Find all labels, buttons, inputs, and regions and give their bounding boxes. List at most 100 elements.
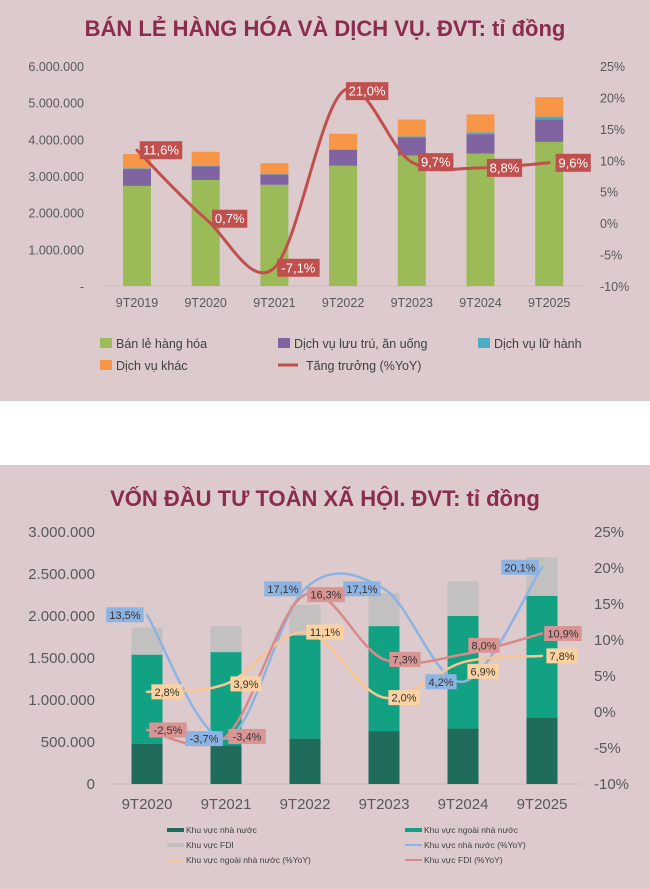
y-tick-label: 3.000.000 (28, 170, 84, 184)
y2-tick-label: 5% (594, 668, 616, 685)
data-label: 9,7% (421, 155, 451, 170)
bar-segment (368, 626, 400, 732)
legend-swatch (405, 828, 422, 832)
x-tick-label: 9T2020 (184, 296, 226, 310)
data-label: 2,0% (391, 693, 416, 705)
legend-swatch (167, 843, 184, 847)
data-label: 2,8% (154, 687, 179, 699)
x-tick-label: 9T2024 (459, 296, 501, 310)
bar-segment (447, 728, 479, 784)
legend-label: Khu vực nhà nước (186, 825, 258, 835)
data-label-box (425, 674, 457, 690)
y-tick-label: 5.000.000 (28, 97, 84, 111)
bar-segment (329, 149, 358, 150)
data-label-box (212, 209, 248, 228)
y2-tick-label: 10% (594, 632, 624, 649)
y2-tick-label: 5% (600, 186, 618, 200)
data-label-box (277, 258, 320, 277)
bar-segment (329, 133, 358, 150)
legend-label: Khu vực FDI (186, 840, 234, 850)
data-label: 16,3% (310, 590, 341, 602)
bar-segment (466, 132, 495, 135)
data-label-box (467, 663, 499, 679)
y2-tick-label: 15% (600, 123, 625, 137)
y2-tick-label: 20% (600, 91, 625, 105)
separator-band (0, 401, 650, 465)
bar-segment (260, 174, 289, 175)
bar-segment (397, 136, 426, 138)
bar-segment (191, 151, 220, 166)
data-label: -3,7% (190, 734, 219, 746)
y-tick-label: 6.000.000 (28, 60, 84, 74)
bar-segment (397, 119, 426, 137)
data-label: -3,4% (233, 731, 262, 743)
bar-segment (289, 738, 321, 784)
y-tick-label: 1.500.000 (28, 650, 95, 667)
legend-swatch (100, 360, 112, 370)
data-label: 0,7% (215, 211, 245, 226)
data-label: 3,9% (233, 679, 258, 691)
data-label: -7,1% (281, 260, 315, 275)
chart2-title: VỐN ĐẦU TƯ TOÀN XÃ HỘI. ĐVT: tỉ đồng (110, 485, 540, 511)
investment-chart: 0 500.000 1.000.000 1.500.000 2.000.000 2.500… (28, 524, 629, 865)
y-tick-label: 2.000.000 (28, 608, 95, 625)
data-label-box (264, 581, 302, 597)
y-tick-label: 500.000 (41, 734, 95, 751)
y2-tick-label: -10% (594, 776, 629, 793)
legend-label: Khu vực ngoài nhà nước (424, 825, 519, 835)
legend-swatch (478, 338, 490, 348)
bar-segment (526, 717, 558, 784)
data-label: 9,6% (558, 155, 588, 170)
data-label-box (388, 690, 420, 706)
data-label-box (343, 581, 381, 597)
data-label: 11,1% (310, 627, 341, 639)
y2-tick-label: 25% (594, 524, 624, 541)
bar-segment (535, 116, 564, 120)
bar-segment (447, 581, 479, 616)
y2-tick-label: 15% (594, 596, 624, 613)
bar-segment (368, 731, 400, 784)
y-tick-label: 4.000.000 (28, 133, 84, 147)
legend-swatch (278, 338, 290, 348)
y-tick-label: 0 (87, 776, 95, 793)
data-label: 8,0% (471, 640, 496, 652)
bar-segment (123, 169, 151, 186)
bar-segment (329, 165, 358, 286)
legend-swatch (100, 338, 112, 348)
data-label-box (151, 684, 183, 700)
data-label-box (501, 559, 539, 575)
legend-label: Khu vực FDI (%YoY) (424, 855, 503, 865)
line-series (145, 591, 544, 747)
data-label-box (345, 82, 389, 101)
line-series (145, 630, 544, 700)
y-tick-label: 3.000.000 (28, 524, 95, 541)
data-label: 17,1% (267, 584, 298, 596)
legend-label: Dịch vụ khác (116, 359, 188, 373)
y2-tick-label: 20% (594, 560, 624, 577)
bar-segment (260, 163, 289, 175)
bar-segment (260, 174, 289, 185)
data-label-box (418, 153, 454, 172)
bar-segment (535, 119, 564, 142)
bar-segment (397, 155, 426, 286)
data-label-box (307, 587, 345, 603)
y2-tick-label: 10% (600, 154, 625, 168)
data-label-box (389, 651, 421, 667)
y-tick-label: 2.500.000 (28, 566, 95, 583)
bar-segment (466, 134, 495, 154)
legend-label: Dịch vụ lưu trú, ăn uống (294, 337, 427, 351)
bar-segment (535, 97, 564, 117)
bar-segment (123, 168, 151, 170)
data-label-box (306, 624, 344, 640)
legend-label: Bán lẻ hàng hóa (116, 337, 207, 351)
y2-tick-label: 0% (594, 704, 616, 721)
legend-label: Tăng trưởng (%YoY) (306, 359, 421, 373)
retail-chart: - 1.000.000 2.000.000 3.000.000 4.000.000 5.0… (28, 60, 629, 373)
data-label-box (546, 648, 578, 664)
legend-swatch (167, 828, 184, 832)
y2-tick-label: -5% (594, 740, 621, 757)
y-tick-label: 1.000.000 (28, 692, 95, 709)
y-tick-label: 1.000.000 (28, 243, 84, 257)
data-label: 10,9% (547, 629, 578, 641)
chart1-title: BÁN LẺ HÀNG HÓA VÀ DỊCH VỤ. ĐVT: tỉ đồng (85, 16, 566, 41)
